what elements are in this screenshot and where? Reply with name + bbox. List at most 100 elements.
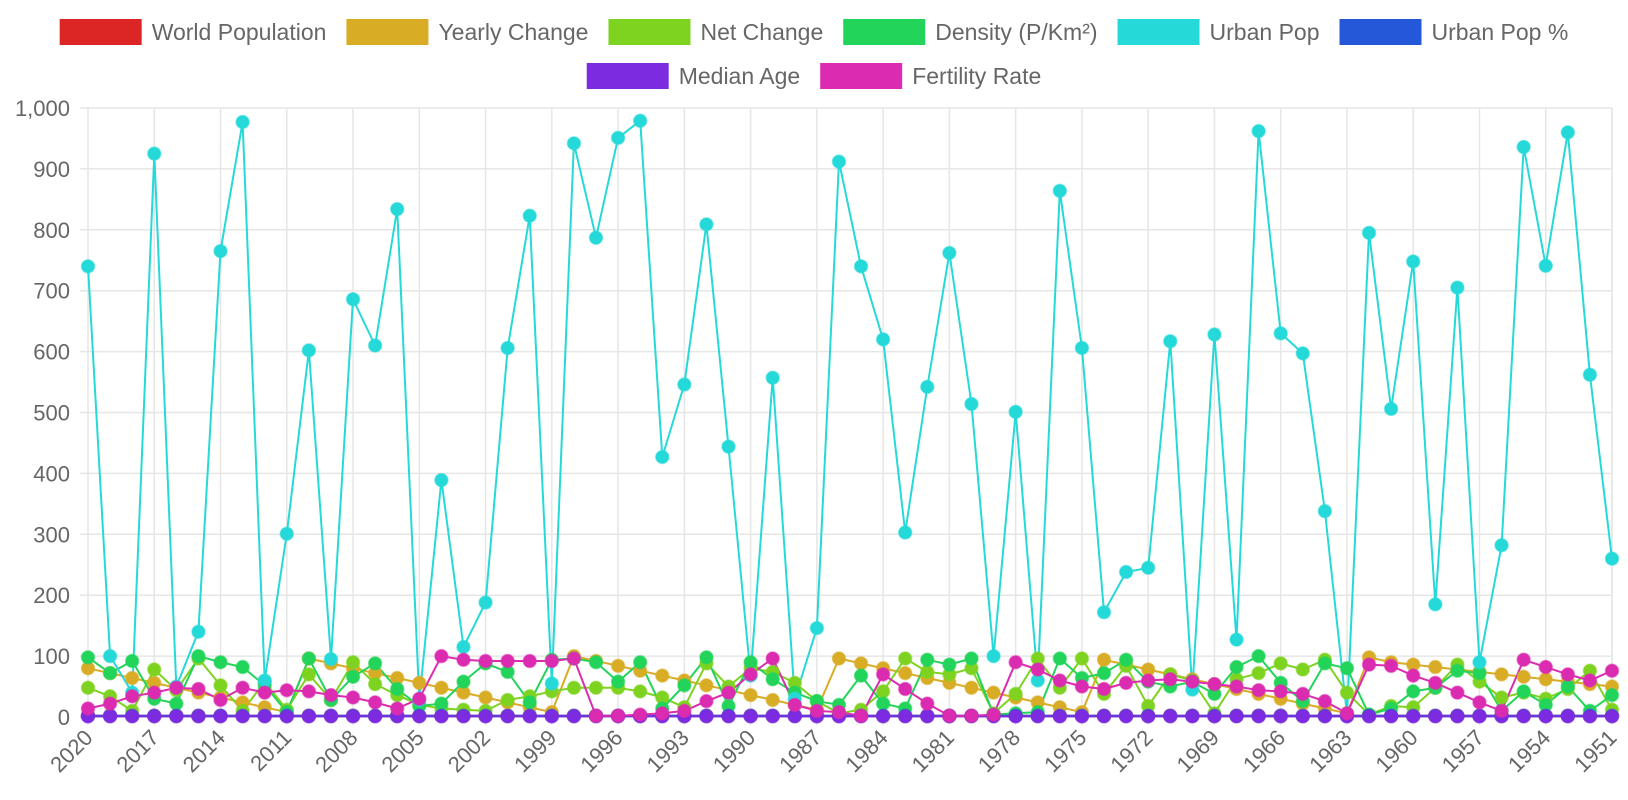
- data-point-median-age: [434, 709, 449, 724]
- data-point-median-age: [1074, 709, 1090, 724]
- legend-label-urban-pop: Urban Pop: [1210, 19, 1320, 45]
- data-point-fertility-rate: [1428, 675, 1443, 691]
- data-point-fertility-rate: [544, 653, 560, 669]
- data-point-density-p-km: [345, 669, 361, 685]
- data-point-median-age: [1140, 709, 1156, 724]
- data-point-median-age: [1295, 709, 1311, 724]
- data-point-median-age: [1229, 709, 1244, 724]
- data-point-density-p-km: [1052, 651, 1068, 666]
- data-point-net-change: [1339, 685, 1355, 700]
- data-point-fertility-rate: [588, 708, 604, 724]
- data-point-fertility-rate: [500, 653, 515, 669]
- data-point-net-change: [1008, 686, 1023, 702]
- x-tick-label: 2008: [310, 725, 362, 777]
- data-point-net-change: [367, 676, 383, 692]
- data-point-urban-pop: [1140, 560, 1156, 576]
- data-point-median-age: [1560, 709, 1576, 724]
- data-point-fertility-rate: [1295, 686, 1311, 702]
- data-point-urban-pop: [1405, 254, 1421, 269]
- data-point-fertility-rate: [80, 701, 96, 716]
- data-point-median-age: [102, 709, 118, 724]
- data-point-median-age: [1361, 709, 1377, 724]
- data-point-fertility-rate: [875, 667, 891, 682]
- data-point-fertility-rate: [522, 653, 537, 669]
- data-point-yearly-change: [699, 678, 714, 693]
- data-point-density-p-km: [124, 653, 140, 669]
- data-point-yearly-change: [1516, 669, 1531, 685]
- data-point-yearly-change: [412, 675, 427, 691]
- data-point-urban-pop: [279, 526, 295, 541]
- data-point-fertility-rate: [1560, 667, 1576, 682]
- data-point-yearly-change: [124, 670, 140, 686]
- data-point-urban-pop: [147, 146, 162, 161]
- x-axis: 2020 2017 2014 2011 2008 2005 2002 1999 1996 1993…: [45, 725, 1621, 777]
- data-point-median-age: [522, 709, 537, 724]
- data-point-density-p-km: [1560, 679, 1576, 694]
- data-point-density-p-km: [1317, 656, 1333, 671]
- data-point-urban-pop: [920, 379, 935, 395]
- data-point-fertility-rate: [191, 681, 206, 697]
- series-points-urban-pop: [80, 113, 1620, 722]
- data-point-median-age: [1317, 709, 1333, 724]
- data-point-median-age: [1383, 709, 1399, 724]
- data-point-fertility-rate: [721, 685, 736, 700]
- data-point-median-age: [875, 709, 891, 724]
- data-point-urban-pop: [345, 291, 361, 307]
- data-point-urban-pop: [257, 673, 272, 688]
- data-point-urban-pop: [1163, 333, 1178, 349]
- data-point-median-age: [323, 709, 339, 724]
- data-point-density-p-km: [389, 681, 405, 697]
- data-point-fertility-rate: [1582, 673, 1598, 688]
- x-tick-label: 1996: [575, 725, 627, 777]
- data-point-yearly-change: [964, 680, 979, 696]
- data-point-yearly-change: [1538, 671, 1553, 687]
- data-point-fertility-rate: [478, 653, 493, 669]
- data-point-density-p-km: [1118, 652, 1134, 668]
- data-point-net-change: [588, 680, 604, 696]
- data-point-fertility-rate: [1030, 662, 1045, 677]
- data-point-fertility-rate: [323, 687, 339, 703]
- legend-item-density-p-km: Density (P/Km²): [843, 19, 1098, 45]
- data-point-median-age: [1405, 709, 1421, 724]
- legend-item-fertility-rate: Fertility Rate: [820, 63, 1041, 89]
- data-point-net-change: [80, 680, 96, 696]
- legend-swatch-world-population: [59, 19, 142, 45]
- data-point-fertility-rate: [699, 693, 714, 709]
- data-point-fertility-rate: [1383, 658, 1399, 674]
- data-point-urban-pop: [1383, 401, 1399, 417]
- data-point-median-age: [1030, 709, 1045, 724]
- data-point-median-age: [169, 709, 184, 724]
- data-point-median-age: [699, 709, 714, 724]
- legend-item-net-change: Net Change: [608, 19, 823, 45]
- data-point-density-p-km: [80, 650, 96, 665]
- data-point-median-age: [412, 709, 427, 724]
- data-point-median-age: [124, 709, 140, 724]
- data-point-fertility-rate: [1472, 695, 1487, 710]
- data-point-urban-pop: [478, 595, 493, 610]
- data-point-density-p-km: [456, 674, 471, 689]
- legend-item-yearly-change: Yearly Change: [346, 19, 588, 45]
- data-point-yearly-change: [655, 668, 670, 683]
- x-tick-label: 1990: [708, 725, 760, 777]
- legend-swatch-net-change: [608, 19, 691, 45]
- data-point-urban-pop: [323, 651, 339, 667]
- data-point-fertility-rate: [920, 696, 935, 711]
- data-point-yearly-change: [986, 685, 1001, 700]
- data-point-fertility-rate: [1185, 674, 1200, 689]
- data-point-urban-pop: [191, 624, 206, 639]
- data-point-fertility-rate: [964, 708, 979, 724]
- x-tick-label: 1963: [1304, 725, 1356, 777]
- data-point-median-age: [1450, 709, 1465, 724]
- data-point-urban-pop: [942, 245, 957, 261]
- data-point-median-age: [1207, 709, 1222, 724]
- y-tick-label: 200: [33, 583, 70, 608]
- data-point-urban-pop: [1008, 404, 1023, 420]
- data-point-median-age: [1118, 709, 1134, 724]
- y-axis: 0 100 200 300 400 500 600 700 800 900 1,000: [15, 96, 70, 730]
- data-point-net-change: [1295, 662, 1311, 677]
- data-point-yearly-change: [478, 690, 493, 705]
- y-tick-label: 500: [33, 401, 70, 426]
- data-point-fertility-rate: [1096, 681, 1112, 697]
- data-point-fertility-rate: [412, 691, 427, 706]
- data-point-fertility-rate: [102, 696, 118, 711]
